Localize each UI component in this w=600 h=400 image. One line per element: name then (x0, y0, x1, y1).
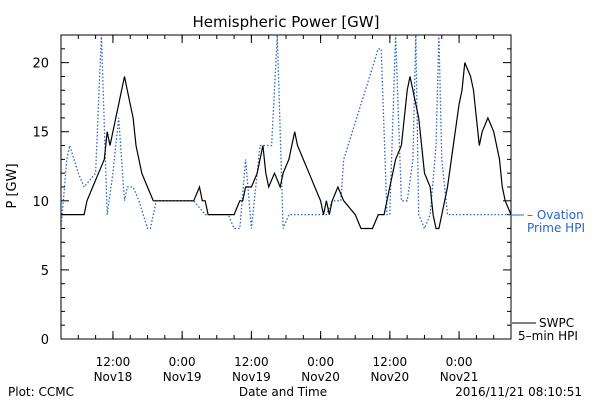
x-tick-label-date: Nov19 (232, 370, 271, 384)
x-tick-label-time: 12:00 (373, 355, 408, 369)
legend-ovation: – Ovation Prime HPI (512, 208, 585, 235)
footer-timestamp: 2016/11/21 08:10:51 (455, 385, 582, 399)
y-axis-label: P [GW] (5, 163, 20, 208)
x-tick-label-time: 12:00 (234, 355, 269, 369)
plot-area: 0510152012:00Nov180:00Nov1912:00Nov190:0… (32, 34, 512, 384)
x-tick-label-date: Nov21 (440, 370, 479, 384)
series-line-swpc-5-min-hpi (61, 62, 511, 230)
x-tick-label-time: 0:00 (307, 355, 334, 369)
x-tick-label-time: 12:00 (96, 355, 131, 369)
legend-swpc-line1: SWPC (539, 316, 574, 330)
y-tick-label: 0 (41, 333, 49, 348)
x-axis-label: Date and Time (239, 385, 327, 399)
series-line-ovation-prime-hpi (61, 35, 511, 231)
legend-swpc: SWPC 5–min HPI (512, 316, 578, 343)
x-tick-label-time: 0:00 (169, 355, 196, 369)
x-tick-label-date: Nov19 (163, 370, 202, 384)
legend-swpc-line2: 5–min HPI (518, 329, 578, 343)
y-tick-label: 5 (41, 264, 49, 279)
y-tick-label: 15 (32, 126, 49, 141)
x-tick-label-date: Nov18 (94, 370, 133, 384)
x-tick-label-date: Nov20 (301, 370, 340, 384)
x-tick-label-time: 0:00 (446, 355, 473, 369)
chart-title: Hemispheric Power [GW] (193, 13, 380, 31)
legend-ovation-line1: – Ovation (527, 208, 584, 222)
legend-ovation-line2: Prime HPI (527, 221, 585, 235)
y-tick-label: 10 (32, 195, 49, 210)
y-tick-label: 20 (32, 57, 49, 72)
x-tick-label-date: Nov20 (370, 370, 409, 384)
footer-plot-source: Plot: CCMC (8, 385, 74, 399)
